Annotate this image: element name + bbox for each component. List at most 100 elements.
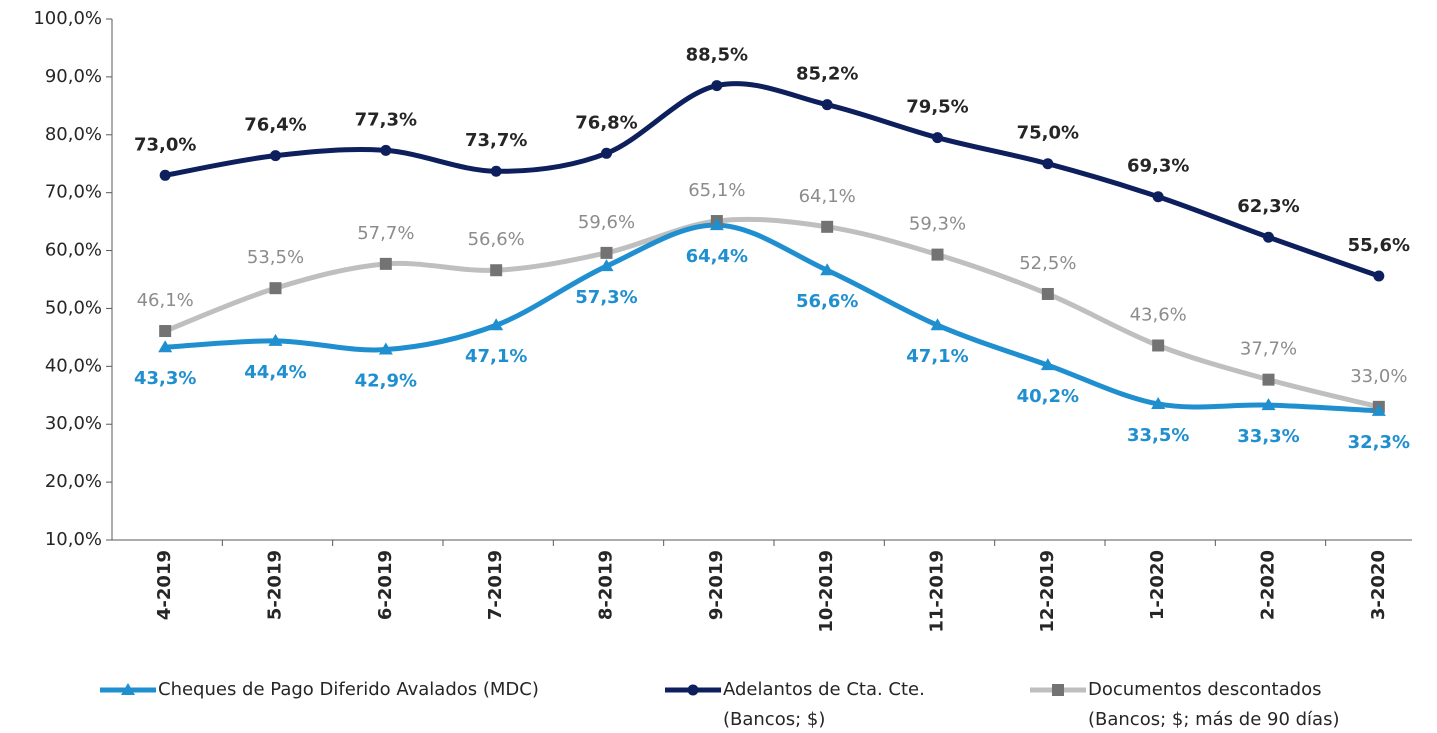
data-label: 56,6% bbox=[468, 229, 525, 250]
data-label: 32,3% bbox=[1348, 432, 1410, 453]
marker bbox=[820, 263, 835, 276]
marker bbox=[1373, 270, 1385, 282]
marker bbox=[600, 246, 613, 259]
data-label: 44,4% bbox=[244, 362, 306, 383]
data-label: 64,4% bbox=[686, 246, 748, 267]
data-label: 88,5% bbox=[686, 45, 748, 66]
data-label: 77,3% bbox=[355, 109, 417, 130]
marker bbox=[490, 264, 503, 277]
legend-marker bbox=[1052, 684, 1064, 696]
data-label: 57,3% bbox=[575, 287, 637, 308]
legend-marker bbox=[121, 683, 135, 695]
marker bbox=[1151, 396, 1166, 409]
x-tick-label: 1-2020 bbox=[1147, 550, 1168, 620]
data-label: 65,1% bbox=[688, 180, 745, 201]
marker bbox=[269, 282, 282, 295]
data-label: 46,1% bbox=[137, 290, 194, 311]
y-tick-label: 40,0% bbox=[45, 355, 102, 376]
marker bbox=[931, 248, 944, 261]
data-label: 33,5% bbox=[1127, 425, 1189, 446]
x-tick-label: 11-2019 bbox=[927, 550, 948, 633]
marker bbox=[1040, 358, 1055, 371]
data-label: 33,0% bbox=[1350, 366, 1407, 387]
marker bbox=[1262, 373, 1275, 386]
data-label: 57,7% bbox=[357, 223, 414, 244]
x-tick-label: 2-2020 bbox=[1258, 550, 1279, 620]
marker bbox=[711, 80, 723, 92]
data-label: 75,0% bbox=[1017, 123, 1079, 144]
data-label: 53,5% bbox=[247, 247, 304, 268]
y-tick-label: 50,0% bbox=[45, 297, 102, 318]
data-label: 73,7% bbox=[465, 130, 527, 151]
data-label: 62,3% bbox=[1237, 196, 1299, 217]
marker bbox=[158, 340, 173, 353]
y-tick-label: 90,0% bbox=[45, 66, 102, 87]
data-label: 37,7% bbox=[1240, 339, 1297, 360]
marker bbox=[1371, 403, 1386, 416]
marker bbox=[930, 318, 945, 331]
marker bbox=[932, 132, 943, 144]
y-tick-label: 20,0% bbox=[45, 471, 102, 492]
marker bbox=[1152, 339, 1165, 352]
legend-label: Adelantos de Cta. Cte. (Bancos; $) bbox=[723, 679, 925, 730]
marker bbox=[270, 150, 281, 162]
x-tick-label: 6-2019 bbox=[375, 550, 396, 620]
x-tick-label: 9-2019 bbox=[706, 550, 727, 620]
data-label: 55,6% bbox=[1348, 235, 1410, 256]
marker bbox=[268, 333, 283, 346]
marker bbox=[1041, 287, 1054, 300]
data-label: 64,1% bbox=[799, 186, 856, 207]
data-label: 47,1% bbox=[906, 346, 968, 367]
marker bbox=[1042, 158, 1054, 170]
legend-label: Cheques de Pago Diferido Avalados (MDC) bbox=[158, 679, 539, 700]
x-tick-label: 12-2019 bbox=[1037, 550, 1058, 633]
legend-label: Documentos descontados (Bancos; $; más d… bbox=[1088, 679, 1340, 730]
y-tick-label: 10,0% bbox=[45, 529, 102, 550]
x-tick-label: 10-2019 bbox=[816, 550, 837, 633]
marker bbox=[378, 342, 393, 355]
marker bbox=[489, 318, 504, 331]
data-label: 52,5% bbox=[1019, 253, 1076, 274]
x-tick-label: 7-2019 bbox=[485, 550, 506, 620]
series-line bbox=[162, 81, 1382, 279]
x-tick-label: 4-2019 bbox=[154, 550, 175, 620]
series-line bbox=[162, 222, 1382, 414]
data-label: 33,3% bbox=[1237, 426, 1299, 447]
marker bbox=[380, 144, 392, 156]
data-label: 79,5% bbox=[906, 97, 968, 118]
x-tick-label: 5-2019 bbox=[265, 550, 286, 620]
marker bbox=[709, 218, 724, 231]
marker bbox=[821, 220, 834, 233]
x-tick-label: 8-2019 bbox=[596, 550, 617, 620]
y-tick-label: 100,0% bbox=[33, 8, 102, 29]
legend-marker bbox=[687, 684, 699, 696]
x-tick-label: 3-2020 bbox=[1368, 550, 1389, 620]
marker bbox=[601, 147, 612, 159]
data-label: 85,2% bbox=[796, 64, 858, 85]
y-tick-label: 80,0% bbox=[45, 124, 102, 145]
y-tick-label: 30,0% bbox=[45, 413, 102, 434]
data-label: 47,1% bbox=[465, 346, 527, 367]
data-label: 40,2% bbox=[1017, 386, 1079, 407]
series-line bbox=[162, 216, 1382, 410]
marker bbox=[159, 169, 171, 181]
data-label: 59,6% bbox=[578, 212, 635, 233]
y-tick-label: 70,0% bbox=[45, 182, 102, 203]
data-label: 73,0% bbox=[134, 134, 196, 155]
data-label: 69,3% bbox=[1127, 156, 1189, 177]
data-label: 76,4% bbox=[244, 115, 306, 136]
marker bbox=[1261, 398, 1276, 411]
marker bbox=[1263, 231, 1274, 243]
data-label: 43,6% bbox=[1130, 304, 1187, 325]
marker bbox=[159, 325, 172, 338]
data-label: 42,9% bbox=[355, 371, 417, 392]
data-label: 43,3% bbox=[134, 368, 196, 389]
y-tick-label: 60,0% bbox=[45, 240, 102, 261]
marker bbox=[490, 165, 502, 177]
data-label: 59,3% bbox=[909, 214, 966, 235]
data-label: 76,8% bbox=[575, 112, 637, 133]
marker bbox=[1152, 191, 1164, 203]
marker bbox=[821, 99, 833, 111]
